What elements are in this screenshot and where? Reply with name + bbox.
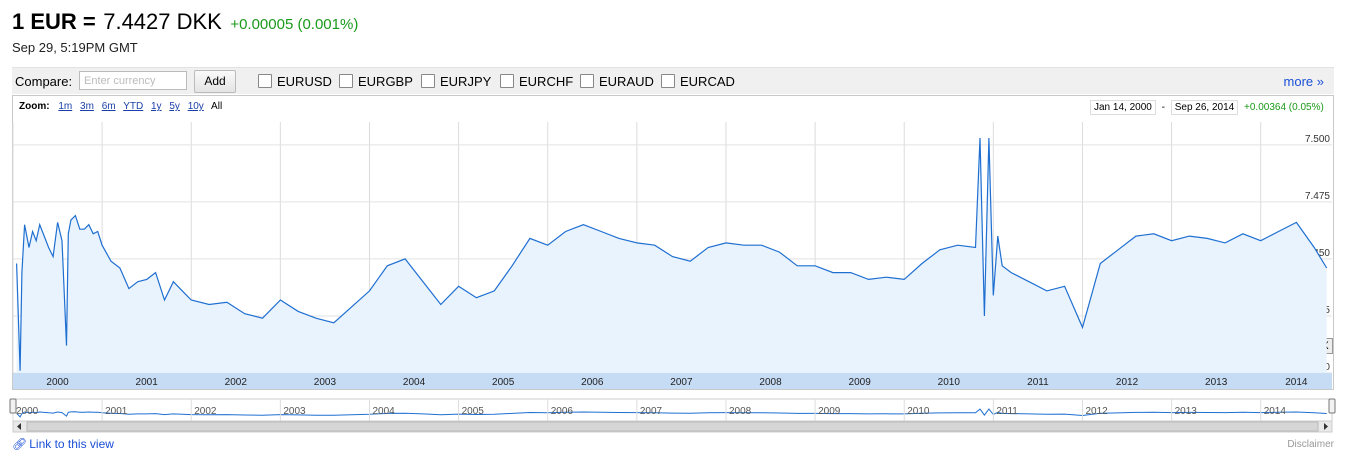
navigator-tick-label: 2000	[16, 406, 39, 417]
checkbox-icon[interactable]	[421, 74, 435, 88]
checkbox-label: EURGBP	[358, 74, 413, 89]
navigator-tick-label: 2013	[1175, 406, 1198, 417]
x-tick-label: 2001	[136, 377, 159, 388]
compare-checkbox-eurusd[interactable]: EURUSD	[258, 74, 332, 90]
x-tick-label: 2006	[581, 377, 604, 388]
navigator-tick-label: 2008	[729, 406, 752, 417]
x-tick-label: 2013	[1205, 377, 1228, 388]
navigator-tick-label: 2004	[372, 406, 395, 417]
x-tick-label: 2011	[1027, 377, 1049, 388]
checkbox-label: EURJPY	[440, 74, 492, 89]
zoom-label: Zoom:	[19, 101, 50, 112]
checkbox-label: EURCHF	[519, 74, 574, 89]
rate-change: +0.00005 (0.001%)	[230, 16, 359, 33]
navigator-handle[interactable]	[1328, 398, 1336, 414]
navigator-tick-label: 2003	[283, 406, 306, 417]
x-tick-label: 2005	[492, 377, 515, 388]
navigator-tick-label: 2002	[194, 406, 217, 417]
x-tick-label: 2003	[314, 377, 337, 388]
navigator-line	[16, 408, 1327, 418]
scroll-right-icon[interactable]	[1324, 423, 1328, 430]
zoom-option-1y[interactable]: 1y	[151, 101, 162, 112]
y-tick-label: 7.500	[1305, 134, 1330, 145]
navigator-tick-label: 2009	[818, 406, 841, 417]
checkbox-icon[interactable]	[500, 74, 514, 88]
link-text[interactable]: Link to this view	[29, 437, 114, 451]
navigator-tick-label: 2011	[996, 406, 1018, 417]
checkbox-icon[interactable]	[339, 74, 353, 88]
compare-checkbox-eurcad[interactable]: EURCAD	[661, 74, 735, 90]
zoom-option-ytd[interactable]: YTD	[123, 101, 144, 112]
x-tick-label: 2012	[1116, 377, 1139, 388]
navigator-tick-label: 2010	[907, 406, 930, 417]
link-to-view[interactable]: 🔗︎ Link to this view	[12, 437, 114, 451]
series-line	[16, 137, 1328, 371]
x-tick-label: 2009	[849, 377, 872, 388]
quote-header: 1 EUR = 7.4427 DKK +0.00005 (0.001%)	[12, 9, 358, 35]
exchange-rate: 7.4427 DKK	[103, 9, 222, 34]
navigator-tick-label: 2007	[640, 406, 663, 417]
link-icon: 🔗︎	[12, 437, 28, 451]
checkbox-label: EURCAD	[680, 74, 735, 89]
quote-timestamp: Sep 29, 5:19PM GMT	[12, 40, 138, 55]
checkbox-label: EURAUD	[599, 74, 654, 89]
navigator-tick-label: 2006	[551, 406, 574, 417]
more-link[interactable]: more »	[1283, 74, 1324, 89]
compare-checkbox-eurjpy[interactable]: EURJPY	[421, 74, 491, 90]
zoom-option-5y[interactable]: 5y	[169, 101, 180, 112]
y-tick-label: 7.475	[1305, 191, 1330, 202]
add-button[interactable]: Add	[194, 70, 236, 93]
navigator-tick-label: 2014	[1264, 406, 1287, 417]
range-end[interactable]: Sep 26, 2014	[1170, 100, 1239, 115]
x-tick-label: 2007	[670, 377, 693, 388]
navigator-handle[interactable]	[9, 398, 17, 414]
range-start[interactable]: Jan 14, 2000	[1090, 100, 1156, 115]
zoom-controls: Zoom: 1m 3m 6m YTD 1y 5y 10y All	[19, 101, 222, 112]
compare-checkbox-eurgbp[interactable]: EURGBP	[339, 74, 413, 90]
currency-input[interactable]	[79, 71, 187, 90]
disclaimer-link[interactable]: Disclaimer	[1287, 439, 1334, 450]
x-axis-band	[13, 373, 1332, 389]
range-change: +0.00364 (0.05%)	[1244, 102, 1324, 113]
checkbox-icon[interactable]	[661, 74, 675, 88]
x-tick-label: 2008	[759, 377, 782, 388]
zoom-option-10y[interactable]: 10y	[187, 101, 204, 112]
x-tick-label: 2000	[46, 377, 69, 388]
x-tick-label: 2014	[1285, 377, 1308, 388]
zoom-option-6m[interactable]: 6m	[101, 101, 116, 112]
checkbox-icon[interactable]	[580, 74, 594, 88]
navigator-tick-label: 2012	[1085, 406, 1108, 417]
date-range: Jan 14, 2000 - Sep 26, 2014 +0.00364 (0.…	[1090, 100, 1324, 115]
zoom-option-1m[interactable]: 1m	[58, 101, 73, 112]
checkbox-label: EURUSD	[277, 74, 332, 89]
compare-checkbox-eurchf[interactable]: EURCHF	[500, 74, 573, 90]
compare-label: Compare:	[15, 74, 73, 89]
compare-bar: Compare: Add EURUSD EURGBP EURJPY EURCHF…	[12, 67, 1334, 94]
checkbox-icon[interactable]	[258, 74, 272, 88]
navigator-tick-label: 2001	[105, 406, 128, 417]
zoom-option-3m[interactable]: 3m	[80, 101, 94, 112]
scroll-left-icon[interactable]	[17, 423, 21, 430]
x-tick-label: 2004	[403, 377, 426, 388]
zoom-option-all[interactable]: All	[211, 101, 223, 112]
compare-checkbox-euraud[interactable]: EURAUD	[580, 74, 654, 90]
x-tick-label: 2010	[938, 377, 961, 388]
navigator-tick-label: 2005	[462, 406, 485, 417]
scrollbar-thumb[interactable]	[26, 421, 1319, 432]
price-chart: 7.4007.4257.4507.4757.500200020012002200…	[9, 122, 1336, 433]
range-separator: -	[1161, 102, 1165, 113]
currency-pair: 1 EUR =	[12, 9, 96, 34]
x-tick-label: 2002	[225, 377, 248, 388]
